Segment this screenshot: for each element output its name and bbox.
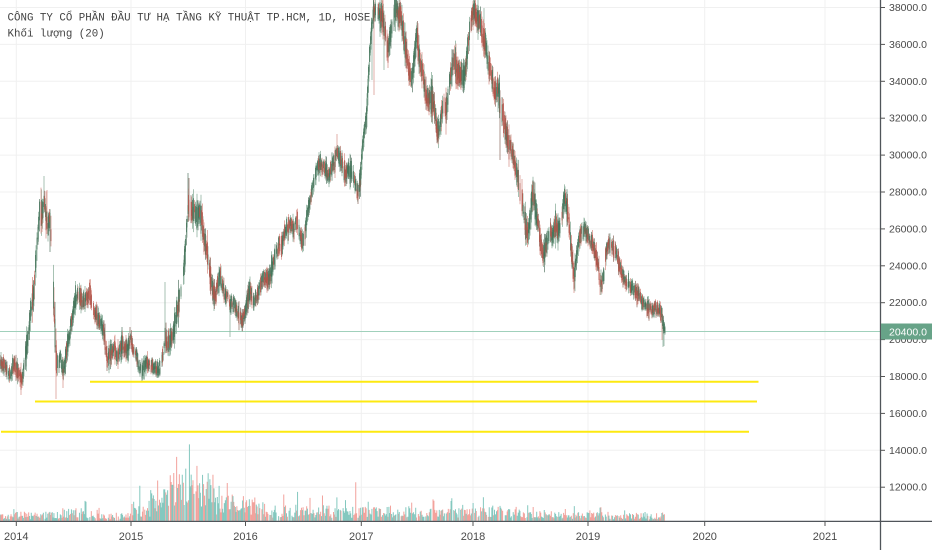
svg-text:2019: 2019	[576, 531, 600, 543]
svg-text:24000.0: 24000.0	[889, 260, 927, 272]
svg-text:18000.0: 18000.0	[889, 371, 927, 383]
svg-text:2017: 2017	[349, 531, 373, 543]
svg-text:26000.0: 26000.0	[889, 223, 927, 235]
svg-text:2018: 2018	[461, 531, 485, 543]
svg-text:Khối lượng (20): Khối lượng (20)	[8, 28, 105, 41]
svg-text:12000.0: 12000.0	[889, 482, 927, 494]
svg-text:32000.0: 32000.0	[889, 113, 927, 125]
svg-text:2021: 2021	[813, 531, 837, 543]
svg-text:2014: 2014	[4, 531, 28, 543]
svg-text:14000.0: 14000.0	[889, 445, 927, 457]
svg-text:2015: 2015	[119, 531, 143, 543]
svg-text:38000.0: 38000.0	[889, 2, 927, 14]
svg-text:36000.0: 36000.0	[889, 39, 927, 51]
svg-text:28000.0: 28000.0	[889, 187, 927, 199]
svg-text:20400.0: 20400.0	[889, 327, 927, 339]
svg-text:2020: 2020	[692, 531, 716, 543]
svg-text:22000.0: 22000.0	[889, 297, 927, 309]
svg-text:34000.0: 34000.0	[889, 76, 927, 88]
svg-text:30000.0: 30000.0	[889, 150, 927, 162]
svg-text:CÔNG TY CỔ PHẦN ĐẦU TƯ HẠ TẦNG: CÔNG TY CỔ PHẦN ĐẦU TƯ HẠ TẦNG KỸ THUẬT …	[8, 11, 371, 25]
svg-text:2016: 2016	[233, 531, 257, 543]
svg-text:16000.0: 16000.0	[889, 408, 927, 420]
